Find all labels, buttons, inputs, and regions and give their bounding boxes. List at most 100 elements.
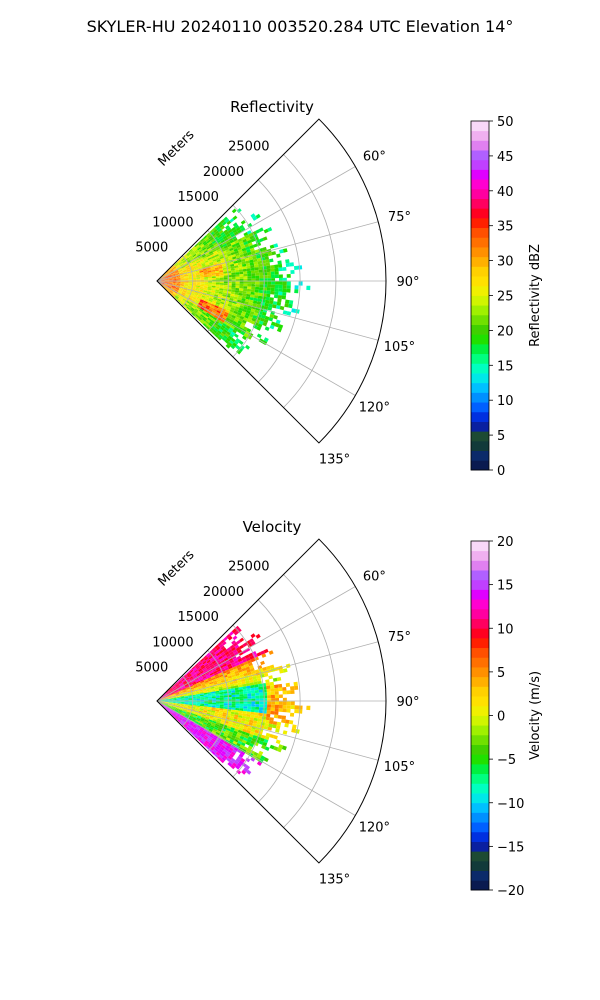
radar-cell [219,271,224,275]
radar-cell [191,246,196,250]
radar-cell [172,713,176,717]
radar-cell [171,274,176,277]
radar-cell [181,299,186,304]
radar-cell [248,232,253,238]
radar-cell [193,255,198,259]
radar-cell [160,281,165,283]
radar-cell [215,707,220,710]
radar-cell [225,239,230,244]
radar-cell [245,741,251,746]
radar-cell [190,301,195,305]
radar-cell [191,271,196,274]
radar-cell [176,713,181,717]
radar-cell [166,288,170,292]
radar-cell [278,288,283,292]
radar-cell [224,218,230,224]
radar-cell [220,651,225,656]
radar-cell [230,737,235,741]
radar-cell [191,718,196,721]
radial-tick-label: 20000 [203,585,244,600]
radar-cell [242,728,247,733]
radar-cell [215,746,220,751]
radar-cell [196,726,201,730]
radar-cell [203,269,208,272]
radar-cell [236,734,241,739]
radar-cell [204,698,209,700]
radar-cell [194,249,199,253]
radar-cell [216,248,221,253]
radar-cell [167,695,172,697]
radar-cell [186,712,191,715]
radar-cell [211,722,216,726]
radar-cell [234,333,239,338]
radar-cell [164,703,169,705]
radar-cell [218,754,224,759]
colorbar-segment [471,305,489,316]
radar-cell [196,717,201,721]
radar-cell [195,693,200,696]
radar-cell [233,747,239,752]
radar-cell [284,723,289,728]
radar-cell [238,684,243,688]
radar-cell [217,221,222,227]
radar-cell [171,286,176,289]
radar-cell [191,708,196,710]
radar-cell [199,257,204,261]
radar-cell [239,253,245,258]
radar-cell [217,308,222,312]
colorbar-segment [471,783,489,794]
radar-cell [243,661,249,666]
radar-cell [197,685,203,689]
radar-cell [187,272,192,275]
radar-cell [256,257,262,262]
radar-cell [211,667,216,671]
radar-cell [160,702,165,705]
radar-cell [203,669,208,674]
radar-cell [259,275,264,279]
radar-cell [289,712,295,717]
radar-cell [221,716,226,719]
panel-title: Velocity [243,518,302,536]
radar-cell [174,689,178,693]
radar-cell [244,257,250,262]
radar-cell [218,252,223,256]
radar-cell [201,239,206,244]
radar-cell [225,309,230,314]
radar-cell [184,303,188,307]
radar-cell [264,735,270,741]
radar-cell [252,315,258,320]
radar-cell [216,277,220,280]
radar-cell [205,320,210,325]
radar-cell [203,720,208,724]
radar-cell [192,703,197,705]
radar-cell [167,273,172,276]
radar-cell [199,259,204,262]
radar-cell [235,255,241,259]
radar-cell [180,703,185,705]
radar-cell [261,744,266,750]
radar-cell [171,273,176,276]
radar-cell [197,666,202,671]
radar-cell [202,303,207,307]
radar-cell [210,291,215,295]
radar-cell [190,721,195,725]
radar-cell [198,729,203,733]
radar-cell [219,690,224,693]
radar-cell [254,267,259,271]
radar-cell [242,319,247,324]
radar-cell [290,690,295,694]
radar-cell [188,675,193,679]
radar-cell [204,719,209,723]
radar-cell [168,278,173,280]
radar-cell [239,242,245,247]
radar-cell [217,228,222,233]
radar-cell [203,736,208,741]
velocity-panel: Velocity60°75°90°105°120°135°50001000015… [135,518,543,899]
radar-cell [180,705,184,708]
radar-cell [270,691,275,695]
radar-cell [216,679,221,683]
radar-cell [215,272,220,275]
radar-cell [192,311,197,316]
radar-cell [240,720,246,724]
radar-cell [245,757,251,763]
